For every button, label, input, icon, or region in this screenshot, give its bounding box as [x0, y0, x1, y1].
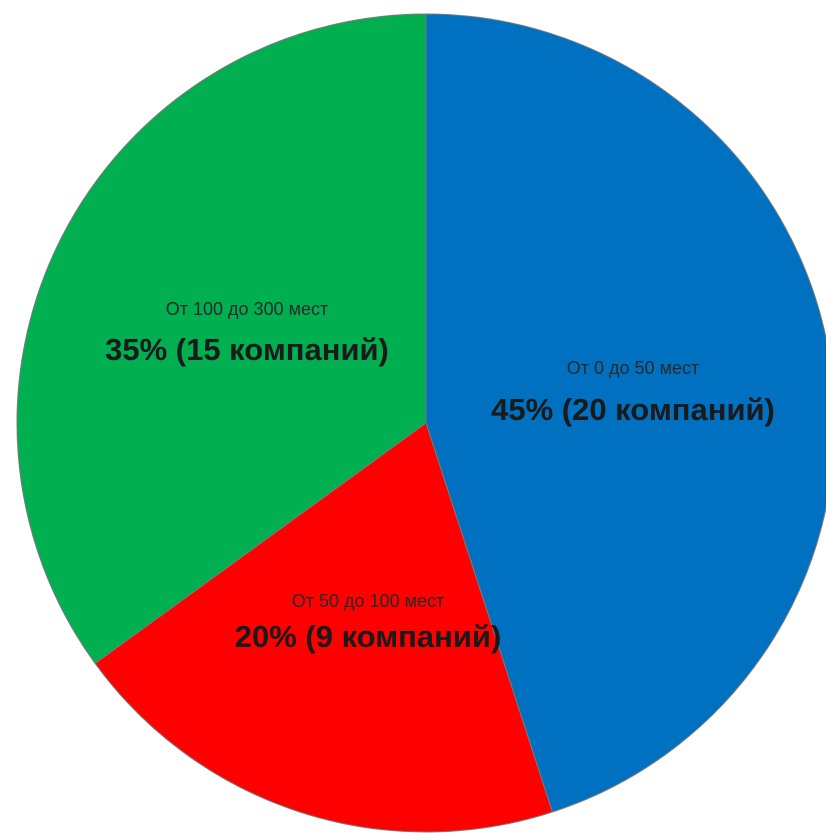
- slice-50-100: [94, 422, 554, 833]
- slice-category-100-300: От 100 до 300 мест: [166, 299, 328, 319]
- slice-category-0-50: От 0 до 50 мест: [567, 358, 699, 378]
- pie-labels: От 0 до 50 мест 45% (20 компаний) От 50 …: [105, 299, 775, 654]
- slice-category-50-100: От 50 до 100 мест: [292, 591, 444, 611]
- slice-100-300: [16, 13, 427, 665]
- pie-slices: [16, 13, 826, 833]
- slice-value-100-300: 35% (15 компаний): [105, 332, 389, 367]
- slice-0-50: [425, 13, 826, 813]
- slice-value-50-100: 20% (9 компаний): [235, 619, 502, 654]
- slice-value-0-50: 45% (20 компаний): [491, 392, 775, 427]
